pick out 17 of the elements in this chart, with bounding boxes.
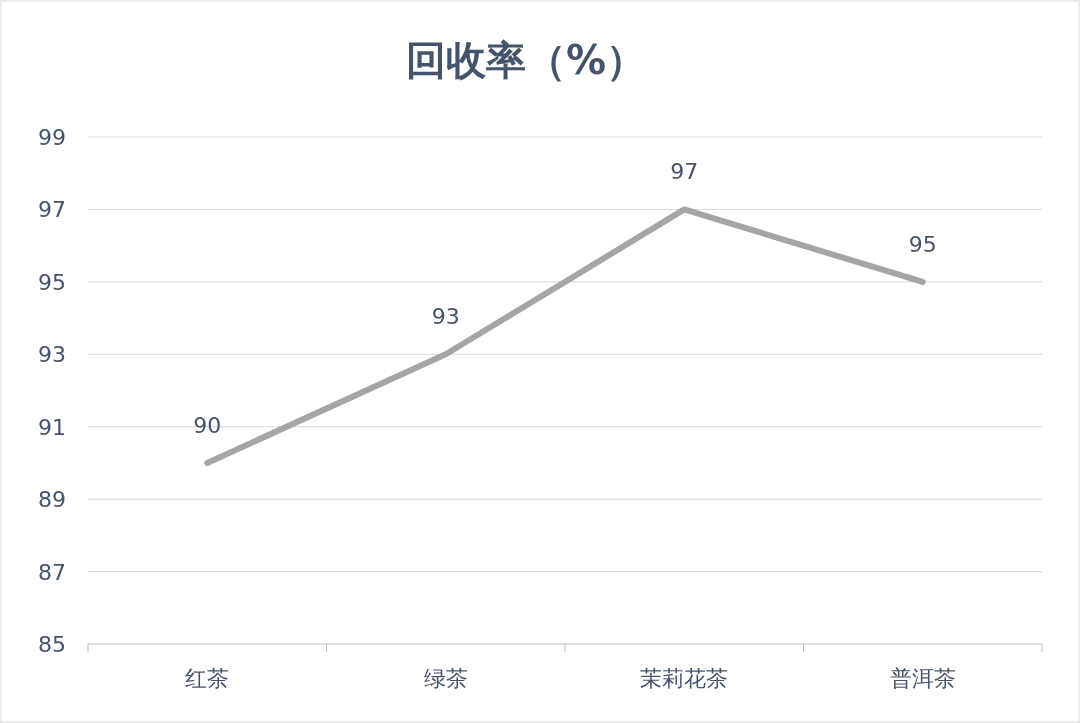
data-label: 93 xyxy=(431,304,460,330)
y-tick-label: 99 xyxy=(38,125,66,150)
y-tick-label: 87 xyxy=(38,559,66,585)
data-label: 95 xyxy=(908,231,937,257)
y-tick-label: 97 xyxy=(38,197,66,223)
data-label: 97 xyxy=(670,159,699,185)
x-tick-label: 茉莉花茶 xyxy=(640,666,729,691)
x-tick-label: 普洱茶 xyxy=(889,666,956,691)
y-tick-label: 95 xyxy=(38,269,66,295)
y-tick-label: 89 xyxy=(38,487,66,513)
y-tick-label: 93 xyxy=(38,342,66,368)
y-tick-label: 91 xyxy=(38,414,66,440)
x-tick-label: 绿茶 xyxy=(423,666,468,691)
y-tick-label: 85 xyxy=(38,632,66,657)
x-tick-label: 红茶 xyxy=(185,666,230,691)
chart-title: 回收率（%） xyxy=(405,37,647,83)
data-label: 90 xyxy=(193,412,222,438)
